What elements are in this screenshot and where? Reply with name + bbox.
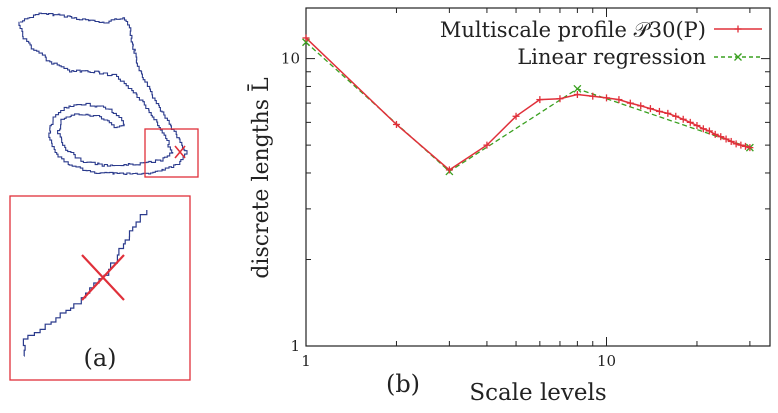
point-multiscale	[512, 112, 520, 120]
y-axis-label: discrete lengths L̄	[247, 77, 274, 279]
point-multiscale	[483, 141, 491, 149]
point-multiscale	[392, 120, 400, 128]
x-axis-label: Scale levels	[469, 380, 606, 406]
legend: Multiscale profile 𝒫30(P) Linear regress…	[440, 18, 762, 69]
point-multiscale	[646, 105, 654, 113]
plot-frame	[305, 7, 771, 347]
legend-label-multiscale: Multiscale profile 𝒫30(P)	[440, 18, 706, 42]
zoom-inset-frame	[9, 195, 191, 381]
point-regression	[573, 84, 582, 93]
cross-marker-small	[174, 145, 186, 159]
point-multiscale	[722, 135, 730, 143]
cross-marker-large	[81, 254, 125, 301]
point-multiscale	[732, 140, 740, 148]
point-multiscale	[536, 96, 544, 104]
point-multiscale	[746, 144, 754, 152]
series-layer	[302, 34, 754, 176]
x-tick-label: 10	[597, 352, 616, 370]
panel-a: (a)	[9, 12, 199, 381]
point-multiscale	[302, 34, 310, 42]
point-multiscale	[556, 95, 564, 103]
point-multiscale	[615, 96, 623, 104]
point-multiscale	[741, 142, 749, 150]
point-multiscale	[589, 92, 597, 100]
zoomed-contour	[22, 210, 148, 357]
point-multiscale	[717, 133, 725, 141]
point-multiscale	[705, 127, 713, 135]
point-multiscale	[693, 122, 701, 130]
x-tick-label: 1	[301, 352, 311, 370]
panel-a-label: (a)	[83, 344, 116, 372]
legend-marker	[734, 53, 742, 61]
point-multiscale	[573, 91, 581, 99]
point-multiscale	[664, 109, 672, 117]
point-multiscale	[686, 118, 694, 126]
highlight-box	[144, 128, 199, 178]
panel-b: 1 10 1 10 Multiscale profile 𝒫30(P) Linear …	[247, 7, 771, 406]
point-multiscale	[711, 130, 719, 138]
point-multiscale	[637, 102, 645, 110]
panel-b-label: (b)	[386, 370, 420, 398]
point-multiscale	[699, 125, 707, 133]
y-tick-label: 1	[290, 337, 300, 355]
point-multiscale	[445, 166, 453, 174]
legend-marker	[734, 25, 742, 33]
point-multiscale	[672, 112, 680, 120]
point-multiscale	[626, 99, 634, 107]
point-multiscale	[655, 107, 663, 115]
point-multiscale	[737, 141, 745, 149]
axis-tick-labels: 1 10 1 10	[281, 50, 616, 370]
point-multiscale	[679, 115, 687, 123]
legend-label-regression: Linear regression	[517, 45, 706, 69]
axis-ticks	[305, 8, 770, 347]
point-multiscale	[727, 137, 735, 145]
digital-contour	[18, 12, 188, 176]
y-tick-label: 10	[281, 50, 300, 68]
point-multiscale	[603, 94, 611, 102]
